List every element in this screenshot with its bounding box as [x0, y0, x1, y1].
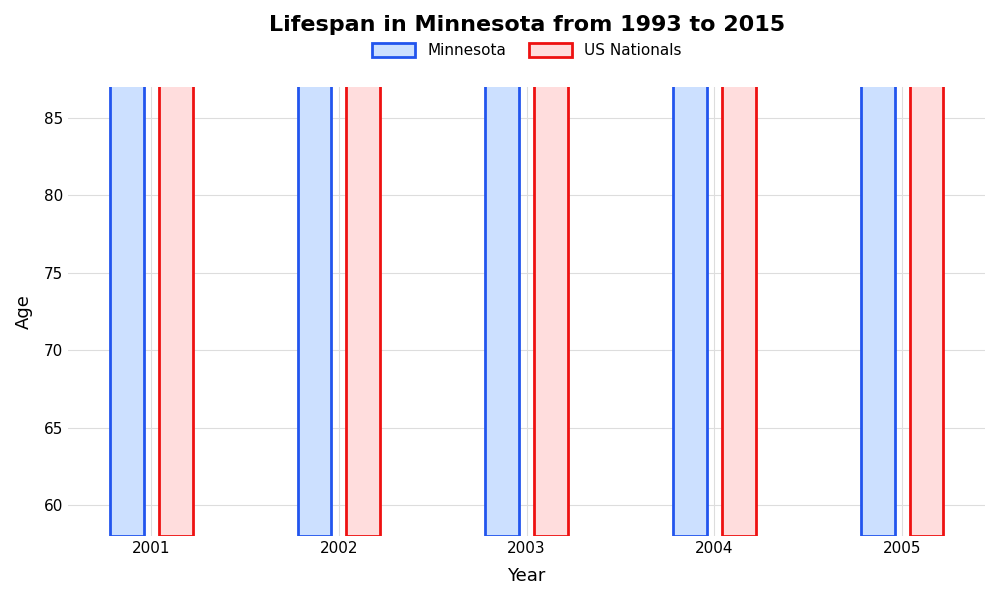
Bar: [485, 0, 519, 536]
Bar: [110, 0, 144, 536]
Legend: Minnesota, US Nationals: Minnesota, US Nationals: [364, 36, 689, 66]
Bar: [298, 0, 331, 536]
Bar: [159, 0, 193, 536]
Bar: [673, 0, 707, 536]
Title: Lifespan in Minnesota from 1993 to 2015: Lifespan in Minnesota from 1993 to 2015: [269, 15, 785, 35]
Bar: [910, 0, 943, 536]
Bar: [722, 0, 756, 536]
Bar: [346, 0, 380, 536]
Bar: [534, 0, 568, 536]
Bar: [861, 0, 895, 536]
Y-axis label: Age: Age: [15, 294, 33, 329]
X-axis label: Year: Year: [507, 567, 546, 585]
